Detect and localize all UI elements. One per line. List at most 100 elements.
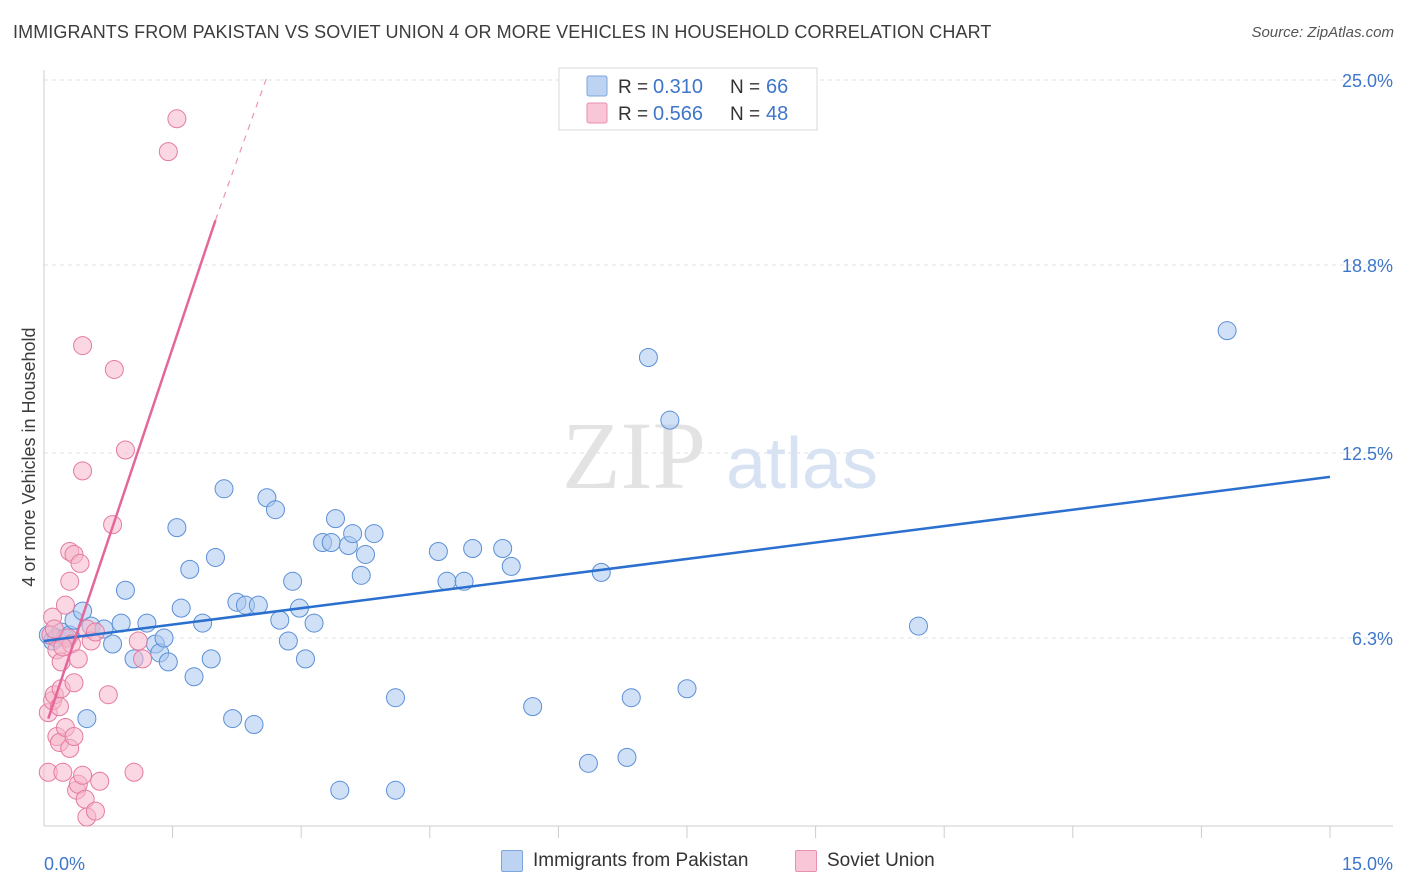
pakistan-point xyxy=(325,509,345,529)
x-tick-label: 0.0% xyxy=(44,854,85,874)
pakistan-point xyxy=(171,598,191,618)
pakistan-point xyxy=(493,538,513,558)
pakistan-point xyxy=(158,652,178,672)
pakistan-point xyxy=(578,753,598,773)
soviet-union-trend-line xyxy=(47,219,217,719)
legend-n-label-1: N = xyxy=(730,77,760,98)
soviet-union-point xyxy=(104,359,124,379)
pakistan-point xyxy=(304,613,324,633)
pakistan-point xyxy=(270,610,290,630)
axes xyxy=(43,70,1393,827)
pakistan-point xyxy=(214,479,234,499)
pakistan-point xyxy=(265,500,285,520)
pakistan-point xyxy=(463,538,483,558)
pakistan-point xyxy=(77,709,97,729)
pakistan-point xyxy=(295,649,315,669)
soviet-union-point xyxy=(167,109,187,129)
correlation-legend: R = 0.310 N = 66 R = 0.566 N = 48 xyxy=(558,67,818,131)
x-tick-label: 15.0% xyxy=(1342,854,1393,874)
pakistan-point xyxy=(167,518,187,538)
soviet-union-point xyxy=(158,142,178,162)
pakistan-trend-line xyxy=(43,475,1331,643)
pakistan-point xyxy=(154,628,174,648)
legend-n-label-2: N = xyxy=(730,104,760,125)
pakistan-point xyxy=(205,547,225,567)
legend-r-label-2: R = xyxy=(618,104,648,125)
y-tick-label: 12.5% xyxy=(1342,444,1393,464)
legend-n-value-1: 66 xyxy=(766,76,788,98)
legend-r-value-2: 0.566 xyxy=(653,103,703,125)
pakistan-point xyxy=(201,649,221,669)
pakistan-point xyxy=(1217,321,1237,341)
pakistan-point xyxy=(248,595,268,615)
pakistan-point xyxy=(428,541,448,561)
legend-swatch-pink xyxy=(586,102,608,124)
legend-label-pakistan: Immigrants from Pakistan xyxy=(533,850,749,871)
soviet-union-point xyxy=(133,649,153,669)
soviet-union-point xyxy=(115,440,135,460)
pakistan-point xyxy=(223,709,243,729)
soviet-union-point xyxy=(64,673,84,693)
watermark-zip: ZIP xyxy=(562,402,706,509)
pakistan-point xyxy=(103,634,123,654)
legend-swatch-pakistan xyxy=(501,850,523,872)
y-tick-label: 18.8% xyxy=(1342,256,1393,276)
soviet-union-point xyxy=(85,622,105,642)
soviet-union-point xyxy=(128,631,148,651)
soviet-union-point xyxy=(64,726,84,746)
pakistan-point xyxy=(115,580,135,600)
pakistan-point xyxy=(501,556,521,576)
pakistan-point xyxy=(321,533,341,553)
legend-swatch-blue xyxy=(586,75,608,97)
legend-item-pakistan: Immigrants from Pakistan xyxy=(501,850,748,872)
pakistan-point xyxy=(523,697,543,717)
soviet-union-point xyxy=(53,762,73,782)
ticks: 6.3% 12.5% 18.8% 25.0% 0.0% 15.0% xyxy=(44,71,1393,874)
pakistan-point xyxy=(330,780,350,800)
pakistan-point xyxy=(386,780,406,800)
pakistan-point xyxy=(386,688,406,708)
pakistan-point xyxy=(343,524,363,544)
soviet-union-point xyxy=(73,336,93,356)
pakistan-point xyxy=(184,667,204,687)
soviet-union-point xyxy=(73,461,93,481)
pakistan-point xyxy=(351,565,371,585)
pakistan-point xyxy=(908,616,928,636)
pakistan-point xyxy=(278,631,298,651)
source-credit: Source: ZipAtlas.com xyxy=(1251,24,1394,41)
legend-item-soviet-union: Soviet Union xyxy=(795,850,935,872)
soviet-union-point xyxy=(68,649,88,669)
soviet-union-point xyxy=(60,571,80,591)
series-legend: Immigrants from Pakistan Soviet Union xyxy=(0,850,1406,880)
soviet-union-point xyxy=(85,801,105,821)
soviet-union-point xyxy=(44,619,64,639)
pakistan-point xyxy=(364,524,384,544)
pakistan-point xyxy=(591,562,611,582)
legend-label-soviet-union: Soviet Union xyxy=(827,850,935,871)
legend-r-value-1: 0.310 xyxy=(653,76,703,98)
pakistan-point xyxy=(660,410,680,430)
soviet-union-point xyxy=(90,771,110,791)
y-axis-label: 4 or more Vehicles in Household xyxy=(19,327,39,586)
legend-swatch-soviet-union xyxy=(795,850,817,872)
pakistan-point xyxy=(677,679,697,699)
soviet-union-point xyxy=(70,553,90,573)
soviet-union-point xyxy=(73,765,93,785)
pakistan-point xyxy=(180,559,200,579)
pakistan-point xyxy=(638,348,658,368)
trend-lines xyxy=(43,76,1331,719)
watermark-atlas: atlas xyxy=(726,424,878,504)
soviet-union-point xyxy=(55,595,75,615)
soviet-union-trend-line-extension xyxy=(214,76,268,221)
chart-title: IMMIGRANTS FROM PAKISTAN VS SOVIET UNION… xyxy=(13,22,992,42)
legend-r-label-1: R = xyxy=(618,77,648,98)
y-tick-label: 6.3% xyxy=(1352,629,1393,649)
pakistan-point xyxy=(617,747,637,767)
pakistan-point xyxy=(621,688,641,708)
pakistan-point xyxy=(283,571,303,591)
pakistan-point xyxy=(356,544,375,564)
legend-n-value-2: 48 xyxy=(766,103,788,125)
y-tick-label: 25.0% xyxy=(1342,71,1393,91)
soviet-union-point xyxy=(124,762,144,782)
